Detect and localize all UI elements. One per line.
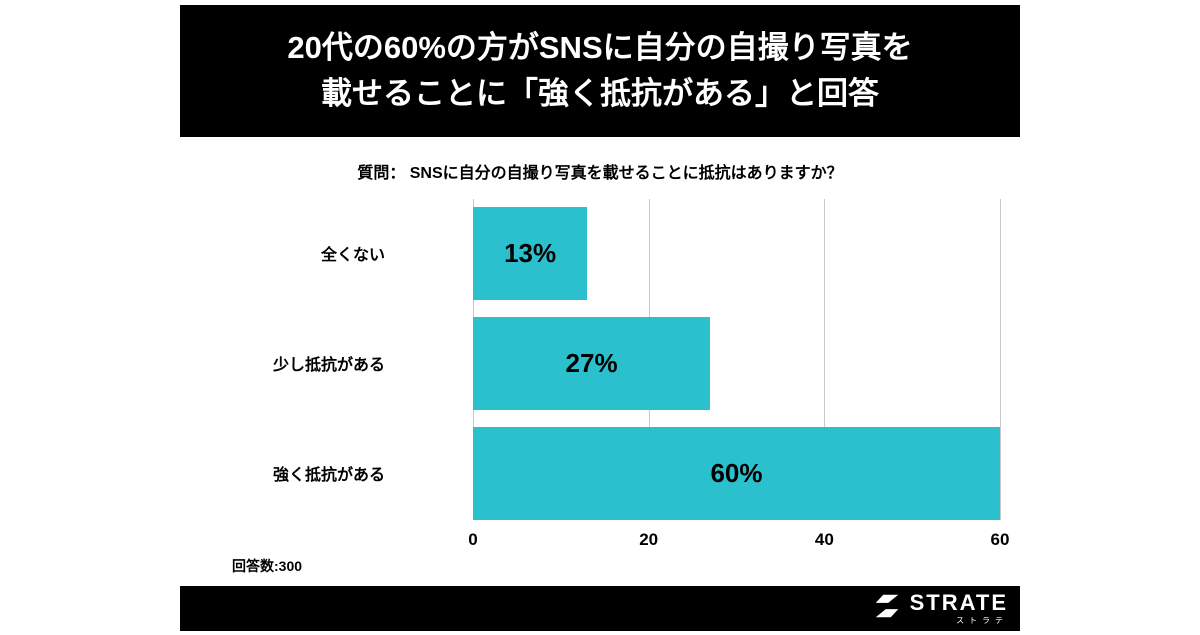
bar-track: 27% bbox=[473, 316, 1000, 410]
title-banner: 20代の60%の方がSNSに自分の自撮り写真を 載せることに「強く抵抗がある」と… bbox=[180, 5, 1020, 137]
respondent-count: 回答数:300 bbox=[232, 557, 303, 574]
x-tick-label: 20 bbox=[639, 529, 659, 549]
value-label: 27% bbox=[565, 347, 618, 378]
x-tick-label: 0 bbox=[468, 529, 478, 549]
strate-logo-subtext: ストラテ bbox=[956, 615, 1008, 625]
category-label: 強く抵抗がある bbox=[272, 467, 385, 485]
question-text: 質問： SNSに自分の自撮り写真を載せることに抵抗はありますか？ bbox=[357, 164, 843, 182]
category-label: 全くない bbox=[320, 247, 385, 265]
chart-row: 強く抵抗がある 60% bbox=[180, 426, 1020, 520]
gridline bbox=[824, 198, 826, 520]
strate-logo-text: STRATE bbox=[909, 589, 1008, 615]
value-label: 13% bbox=[504, 237, 557, 268]
chart-row: 全くない 13% bbox=[180, 206, 1020, 300]
bar-chart: 全くない 13% 少し抵抗がある 27% 強く抵抗がある 60% 0 20 40 60 bbox=[180, 198, 1020, 554]
bar: 60% bbox=[473, 426, 1000, 520]
footer-bar: STRATE ストラテ bbox=[180, 585, 1020, 631]
bar: 13% bbox=[473, 206, 588, 300]
x-tick-label: 60 bbox=[990, 529, 1010, 549]
category-label: 少し抵抗がある bbox=[272, 357, 385, 375]
strate-logo-text-block: STRATE ストラテ bbox=[909, 589, 1008, 625]
gridline bbox=[1000, 198, 1001, 520]
bar-track: 13% bbox=[473, 206, 1000, 300]
value-label: 60% bbox=[710, 457, 763, 488]
title-line-2: 載せることに「強く抵抗がある」と回答 bbox=[321, 75, 879, 111]
strate-logo: STRATE ストラテ bbox=[872, 591, 1008, 626]
bar-track: 60% bbox=[473, 426, 1000, 520]
page-content: 20代の60%の方がSNSに自分の自撮り写真を 載せることに「強く抵抗がある」と… bbox=[180, 5, 1020, 631]
title-line-1: 20代の60%の方がSNSに自分の自撮り写真を bbox=[287, 30, 913, 65]
x-tick-label: 40 bbox=[814, 529, 834, 549]
chart-row: 少し抵抗がある 27% bbox=[180, 316, 1020, 410]
bar: 27% bbox=[473, 316, 711, 410]
x-axis: 0 20 40 60 bbox=[468, 520, 1009, 554]
strate-logo-icon bbox=[872, 591, 902, 626]
chart-rows: 全くない 13% 少し抵抗がある 27% 強く抵抗がある 60% bbox=[180, 206, 1020, 520]
